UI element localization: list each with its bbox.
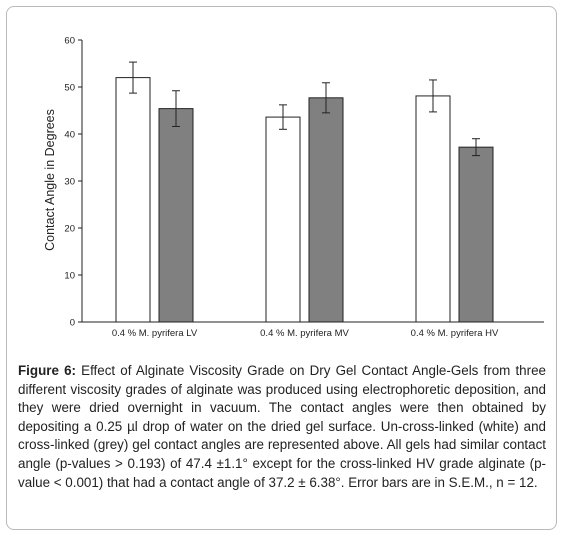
bar xyxy=(308,97,344,323)
y-tick-label: 0 xyxy=(70,318,75,329)
figure-caption-text: Effect of Alginate Viscosity Grade on Dr… xyxy=(18,363,546,490)
y-tick-label: 20 xyxy=(64,224,75,235)
y-tick-label: 30 xyxy=(64,177,75,188)
y-axis-label: Contact Angle in Degrees xyxy=(43,109,57,251)
bar xyxy=(158,108,194,323)
x-tick-label: 0.4 % M. pyrifera MV xyxy=(260,328,349,339)
figure-caption: Figure 6: Effect of Alginate Viscosity G… xyxy=(18,362,546,492)
x-tick-label: 0.4 % M. pyrifera HV xyxy=(411,328,499,339)
bars xyxy=(115,77,494,323)
y-tick-label: 60 xyxy=(64,36,75,47)
bar xyxy=(265,116,301,323)
x-tick-label: 0.4 % M. pyrifera LV xyxy=(112,328,198,339)
y-tick-label: 10 xyxy=(64,271,75,282)
bar xyxy=(458,146,494,323)
bar xyxy=(115,77,151,323)
figure-label: Figure 6: xyxy=(18,363,76,378)
y-tick-label: 50 xyxy=(64,83,75,94)
bar xyxy=(415,95,451,323)
x-tick-labels: 0.4 % M. pyrifera LV 0.4 % M. pyrifera MV… xyxy=(112,328,499,339)
error-bars xyxy=(129,61,480,157)
bar-chart: Contact Angle in Degrees 0 10 20 30 40 50 60 0… xyxy=(43,36,544,339)
y-tick-label: 40 xyxy=(64,130,75,141)
